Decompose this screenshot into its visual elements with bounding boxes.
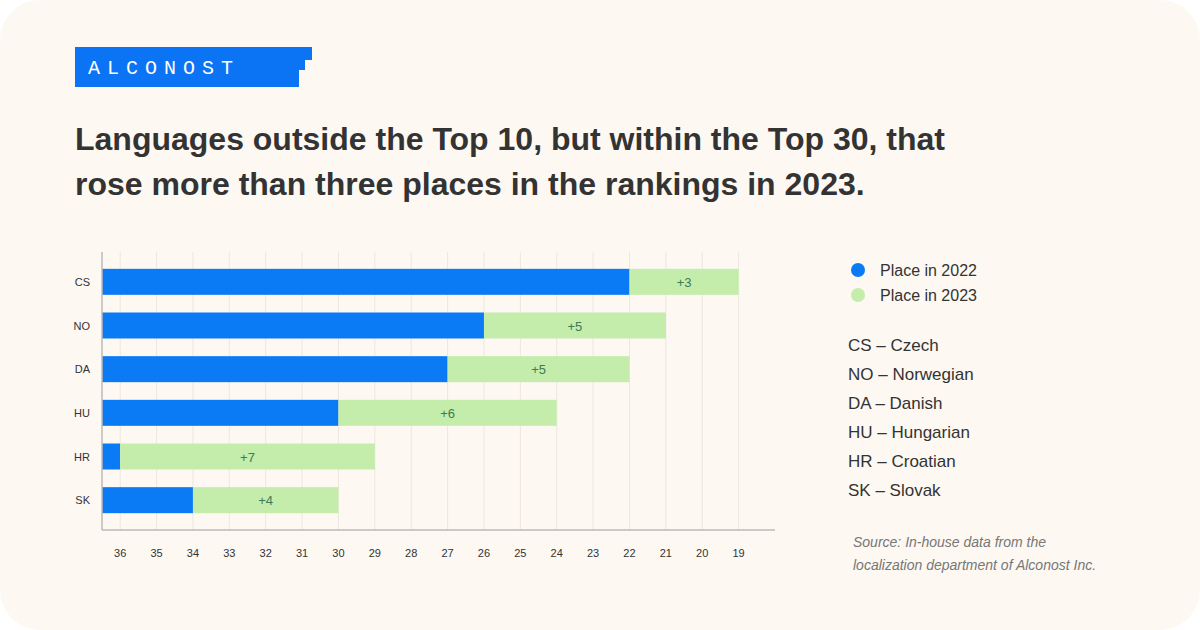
logo-step	[299, 60, 305, 70]
logo-step	[299, 47, 312, 60]
x-tick-label: 30	[332, 547, 344, 559]
language-key: HU – Hungarian	[848, 423, 970, 442]
category-label: NO	[74, 320, 91, 332]
x-tick-label: 20	[696, 547, 708, 559]
legend-label: Place in 2022	[880, 262, 977, 279]
bar-2023	[120, 444, 375, 470]
bar-2023	[629, 269, 738, 295]
bar-2023	[448, 356, 630, 382]
x-tick-label: 24	[551, 547, 563, 559]
change-label: +3	[677, 275, 692, 290]
legend-swatch	[851, 263, 865, 277]
title: rose more than three places in the ranki…	[75, 166, 865, 202]
x-tick-label: 32	[260, 547, 272, 559]
change-label: +4	[258, 493, 273, 508]
page: ALCONOST Languages outside the Top 10, bu…	[0, 0, 1200, 630]
x-tick-label: 31	[296, 547, 308, 559]
change-label: +5	[531, 362, 546, 377]
language-key: NO – Norwegian	[848, 365, 974, 384]
bar-2023	[193, 487, 339, 513]
x-axis	[102, 529, 775, 531]
bars	[102, 269, 739, 513]
legend-swatch	[851, 288, 865, 302]
category-label: SK	[75, 494, 90, 506]
change-label: +6	[440, 406, 455, 421]
title: Languages outside the Top 10, but within…	[75, 121, 945, 157]
x-tick-label: 23	[587, 547, 599, 559]
x-tick-label: 19	[732, 547, 744, 559]
change-label: +5	[568, 319, 583, 334]
x-tick-label: 33	[223, 547, 235, 559]
y-axis	[101, 252, 103, 530]
category-label: HU	[74, 407, 90, 419]
logo-box	[75, 47, 299, 87]
x-tick-label: 34	[187, 547, 199, 559]
category-label: CS	[75, 276, 90, 288]
legend-label: Place in 2023	[880, 287, 977, 304]
x-tick-label: 28	[405, 547, 417, 559]
legend: Place in 2022 Place in 2023	[851, 262, 977, 304]
x-tick-label: 35	[150, 547, 162, 559]
x-tick-label: 27	[441, 547, 453, 559]
bar-2022	[102, 444, 120, 470]
language-key: HR – Croatian	[848, 452, 956, 471]
language-key: SK – Slovak	[848, 481, 941, 500]
bar-2022	[102, 356, 448, 382]
x-tick-label: 21	[660, 547, 672, 559]
source: localization department of Alconost Inc.	[853, 557, 1096, 573]
bar-2022	[102, 400, 338, 426]
x-tick-label: 36	[114, 547, 126, 559]
x-tick-label: 29	[369, 547, 381, 559]
x-tick-label: 22	[623, 547, 635, 559]
x-tick-label: 26	[478, 547, 490, 559]
chart-svg: ALCONOST Languages outside the Top 10, bu…	[0, 0, 1200, 630]
change-label: +7	[240, 450, 255, 465]
language-key: DA – Danish	[848, 394, 943, 413]
card	[0, 0, 1200, 630]
x-tick-label: 25	[514, 547, 526, 559]
bar-2022	[102, 313, 484, 339]
bar-2022	[102, 269, 629, 295]
category-label: HR	[74, 451, 90, 463]
change-labels: +3 +5 +5 +6 +7 +4	[240, 275, 691, 508]
language-key: CS – Czech	[848, 336, 939, 355]
logo-text: ALCONOST	[88, 57, 240, 80]
source: Source: In-house data from the	[853, 534, 1046, 550]
bar-2023	[484, 313, 666, 339]
bar-2023	[338, 400, 556, 426]
category-label: DA	[75, 363, 91, 375]
bar-2022	[102, 487, 193, 513]
